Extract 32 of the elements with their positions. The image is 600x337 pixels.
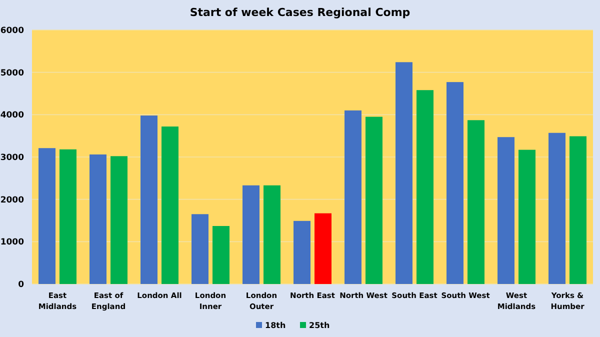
bar — [518, 150, 536, 284]
y-tick-label: 6000 — [0, 26, 24, 36]
bar — [314, 213, 332, 284]
bar — [498, 137, 514, 284]
bar — [446, 82, 464, 284]
y-tick-label: 3000 — [0, 152, 24, 163]
bar — [570, 136, 586, 284]
bar — [548, 132, 566, 284]
bar — [294, 220, 310, 284]
bar — [366, 116, 382, 284]
bar — [192, 214, 208, 284]
bar — [38, 148, 56, 284]
bar — [416, 90, 434, 284]
bar — [264, 185, 280, 284]
y-tick-label: 5000 — [0, 68, 24, 78]
y-tick-label: 2000 — [0, 195, 24, 206]
y-tick-label: 1000 — [0, 238, 24, 248]
bar — [110, 156, 128, 284]
bar — [162, 126, 178, 284]
bar — [396, 62, 412, 284]
bar — [212, 226, 230, 284]
y-tick-label: 4000 — [0, 110, 24, 121]
bar — [90, 154, 106, 284]
legend-label: 18th — [265, 321, 286, 330]
legend-label: 25th — [309, 321, 330, 330]
bar — [60, 149, 76, 284]
bar — [242, 185, 260, 284]
chart-title: Start of week Cases Regional Comp — [190, 6, 410, 19]
bar — [468, 120, 484, 284]
y-tick-label: 0 — [18, 280, 24, 290]
bar — [140, 116, 158, 284]
bar — [344, 110, 362, 284]
